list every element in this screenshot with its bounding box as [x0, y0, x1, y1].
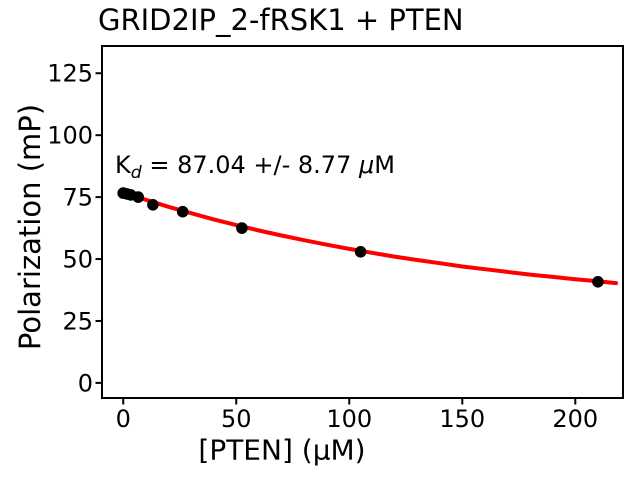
y-tick-label: 50: [62, 246, 93, 274]
data-point: [236, 222, 248, 234]
y-axis-label: Polarization (mP): [13, 103, 47, 351]
data-point: [176, 205, 189, 218]
x-tick-label: 50: [221, 405, 252, 433]
y-tick-label: 25: [62, 307, 93, 335]
kd-mu-symbol: μ: [358, 151, 375, 180]
x-tick-label: 100: [326, 405, 372, 433]
chart-title: GRID2IP_2-fRSK1 + PTEN: [98, 3, 464, 37]
y-tick-label: 100: [47, 122, 93, 150]
x-tick-label: 150: [439, 405, 485, 433]
x-tick-label: 200: [552, 405, 598, 433]
kd-unit: M: [374, 151, 395, 180]
y-tick-label: 0: [78, 369, 93, 397]
y-tick-label: 125: [47, 60, 93, 88]
y-tick-label: 75: [62, 184, 93, 212]
kd-annotation: Kd = 87.04 +/- 8.77 μM: [115, 151, 395, 183]
data-point: [132, 191, 144, 203]
data-point: [592, 276, 604, 288]
kd-symbol: K: [115, 151, 131, 180]
plot-border: [101, 45, 624, 399]
kd-value: = 87.04 +/- 8.77: [141, 151, 359, 180]
data-point: [147, 199, 159, 211]
fit-curve-line: [121, 190, 618, 286]
x-tick-label: 0: [116, 405, 131, 433]
kd-subscript: d: [130, 162, 142, 183]
data-point: [354, 246, 367, 258]
x-axis-label: [PTEN] (μM): [198, 433, 366, 467]
